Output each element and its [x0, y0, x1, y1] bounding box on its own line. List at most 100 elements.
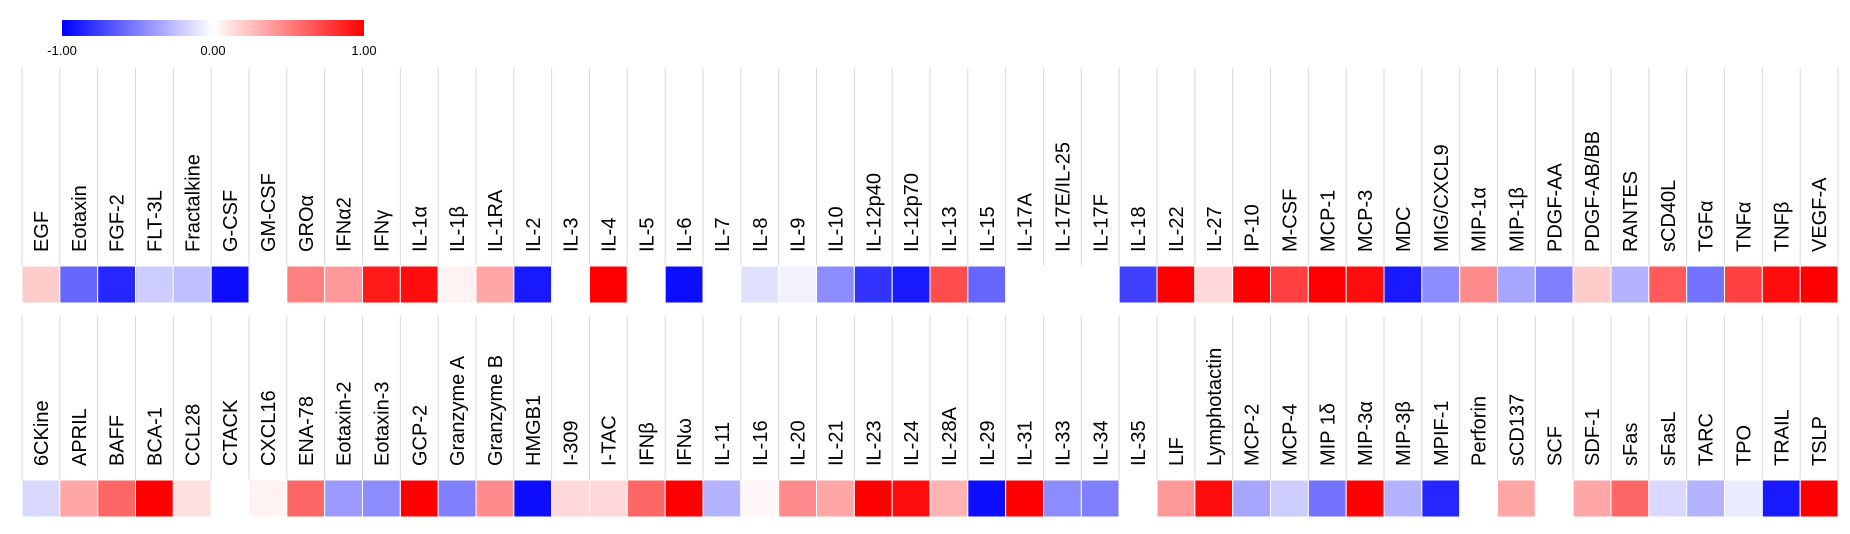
category-label: MCP-2	[1242, 404, 1264, 466]
heatmap-cell	[1648, 265, 1688, 304]
heatmap-cell	[1194, 265, 1234, 304]
heatmap-cell	[1610, 265, 1650, 304]
category-label: IL-31	[1015, 420, 1037, 466]
heatmap-cell	[1459, 479, 1498, 518]
heatmap-cell	[551, 479, 591, 518]
category-label: IL-7	[712, 218, 734, 252]
heatmap-cell	[210, 265, 250, 304]
heatmap-cell	[778, 265, 818, 304]
category-label: IL-2	[523, 218, 545, 252]
heatmap-cell	[626, 479, 666, 518]
heatmap-cell	[172, 265, 212, 304]
heatmap-cell	[1534, 265, 1574, 304]
category-label: MIP-1α	[1469, 187, 1491, 252]
heatmap-cell	[97, 479, 136, 518]
category-label: BCA-1	[144, 407, 166, 466]
color-scale-min-label: -1.00	[47, 43, 77, 58]
heatmap-cell	[740, 479, 780, 518]
heatmap-cell	[702, 265, 742, 304]
category-label: Granzyme A	[447, 355, 469, 466]
heatmap-cell	[1345, 479, 1385, 518]
heatmap-cell	[891, 265, 931, 304]
category-label: PDGF-AA	[1544, 162, 1566, 252]
heatmap-cell	[362, 265, 401, 304]
heatmap-cell	[1307, 265, 1347, 304]
heatmap-cell	[475, 479, 515, 518]
heatmap-cell	[1156, 265, 1196, 304]
category-label: MIP-3β	[1393, 401, 1415, 466]
category-label: ENA-78	[296, 396, 318, 466]
heatmap-cell	[1421, 479, 1461, 518]
category-label: HMGB1	[523, 395, 545, 466]
heatmap-cell	[210, 479, 250, 518]
category-label: IL-1α	[409, 206, 431, 252]
category-label: TNFβ	[1771, 202, 1793, 252]
heatmap-cell	[1610, 479, 1650, 518]
category-label: IL-5	[636, 218, 658, 252]
color-scale-bar	[62, 20, 364, 36]
heatmap-cell	[475, 265, 515, 304]
heatmap-cell	[589, 479, 628, 518]
heatmap-cell	[248, 265, 288, 304]
category-label: sCD137	[1506, 394, 1528, 466]
heatmap-cell	[891, 479, 931, 518]
category-label: EGF	[31, 211, 53, 252]
category-label: LIF	[1166, 437, 1188, 466]
heatmap-cell	[1459, 265, 1498, 304]
category-label: IL-33	[1052, 420, 1074, 466]
heatmap-cell	[286, 479, 326, 518]
heatmap-cell	[1534, 479, 1574, 518]
category-label: sCD40L	[1658, 180, 1680, 252]
category-label: IL-24	[901, 420, 923, 466]
heatmap-cell	[1421, 265, 1461, 304]
category-label: MCP-4	[1279, 404, 1301, 466]
category-label: IL-34	[1090, 420, 1112, 466]
category-label: Eotaxin-2	[334, 382, 356, 467]
heatmap-cell	[1572, 265, 1612, 304]
category-label: IL-8	[750, 218, 772, 252]
category-label: IFNγ	[371, 210, 393, 252]
category-label: GM-CSF	[258, 173, 280, 252]
heatmap-cell	[513, 479, 553, 518]
heatmap-cell	[437, 265, 477, 304]
category-label: GROα	[296, 195, 318, 252]
heatmap-cell	[1232, 479, 1271, 518]
category-label: SDF-1	[1582, 408, 1604, 466]
category-label: IL-17A	[1015, 192, 1037, 252]
category-label: IL-17E/IL-25	[1052, 142, 1074, 252]
category-label: IL-20	[788, 420, 810, 466]
category-label: Lymphotactin	[1204, 348, 1226, 466]
category-label: MIP 1δ	[1317, 403, 1339, 466]
category-label: TSLP	[1809, 416, 1831, 466]
category-label: sFas	[1620, 423, 1642, 466]
heatmap-cell	[1686, 479, 1725, 518]
heatmap-cell	[1232, 265, 1271, 304]
category-label: IL-1β	[447, 206, 469, 252]
category-label: I-309	[561, 420, 583, 466]
color-scale-legend: -1.00 0.00 1.00	[47, 20, 377, 58]
category-label: TARC	[1696, 413, 1718, 466]
heatmap-cell	[664, 265, 704, 304]
category-label: IL-3	[561, 218, 583, 252]
category-label: MIP-3α	[1355, 401, 1377, 466]
heatmap-cell	[135, 479, 174, 518]
heatmap-cell	[1383, 265, 1423, 304]
category-label: IL-27	[1204, 206, 1226, 252]
heatmap-cell	[1572, 479, 1612, 518]
heatmap-cell	[1118, 265, 1158, 304]
heatmap-cell	[362, 479, 401, 518]
heatmap-cell	[1345, 265, 1385, 304]
heatmap-cell	[1005, 265, 1045, 304]
category-label: IL-17F	[1090, 194, 1112, 252]
heatmap-cell	[1761, 265, 1801, 304]
heatmap-cell	[1043, 265, 1082, 304]
heatmap-cell	[702, 479, 742, 518]
category-label: TGFα	[1696, 200, 1718, 252]
heatmap-cell	[324, 479, 363, 518]
category-label: CCL28	[182, 404, 204, 466]
color-scale-mid-label: 0.00	[200, 43, 225, 58]
heatmap-row-2: 6CKine APRIL BAFF BCA-1 CCL28 CTACK CXCL16 ENA-…	[21, 316, 1839, 518]
category-label: CXCL16	[258, 390, 280, 466]
category-label: IL-16	[750, 420, 772, 466]
heatmap-cell	[135, 265, 174, 304]
